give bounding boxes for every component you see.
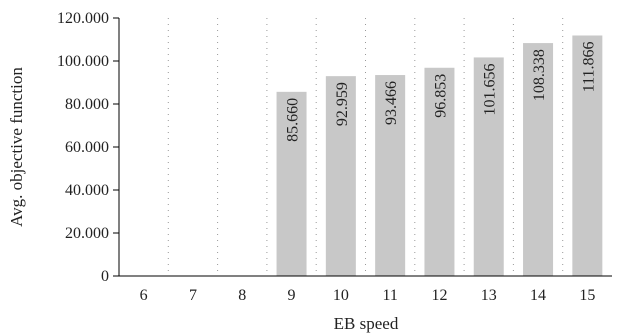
vertical-gridlines	[167, 18, 564, 276]
bar-value-label: 108.338	[531, 49, 548, 101]
x-tick-label: 11	[382, 287, 397, 304]
bar-value-label: 101.656	[482, 63, 499, 115]
y-tick-label: 80.000	[65, 96, 109, 113]
x-tick-label: 13	[481, 287, 497, 304]
y-tick-label: 20.000	[65, 225, 109, 242]
x-tick-label: 10	[333, 287, 349, 304]
x-tick-label: 7	[189, 287, 197, 304]
bar-11	[375, 75, 406, 277]
y-axis-title: Avg. objective function	[7, 67, 26, 227]
x-tick-label: 9	[288, 287, 296, 304]
bar-15	[572, 35, 603, 276]
x-axis-ticks: 6 7 8 9 10 11 12 13 14 15	[140, 287, 596, 304]
x-tick-label: 6	[140, 287, 148, 304]
x-tick-label: 12	[431, 287, 447, 304]
bar-value-label: 92.959	[334, 82, 351, 126]
bar-13	[473, 57, 504, 276]
y-tick-label: 60.000	[65, 139, 109, 156]
bar-value-label: 111.866	[580, 41, 597, 92]
y-tick-label: 120.000	[57, 10, 109, 27]
y-tick-label: 100.000	[57, 53, 109, 70]
bar-value-labels: 85.660 92.959 93.466 96.853 101.656 108.338 11…	[285, 41, 598, 141]
y-axis-ticks: 0 20.000 40.000 60.000 80.000 100.000 120.000	[57, 10, 119, 285]
x-tick-label: 15	[579, 287, 595, 304]
bar-10	[325, 76, 356, 276]
x-tick-label: 8	[238, 287, 246, 304]
y-tick-label: 0	[101, 268, 109, 285]
x-tick-label: 14	[530, 287, 546, 304]
bar-14	[523, 43, 554, 276]
x-axis-title: EB speed	[334, 314, 399, 333]
bar-value-label: 93.466	[383, 81, 400, 125]
bar-9	[276, 91, 307, 277]
bar-value-label: 96.853	[432, 74, 449, 118]
y-tick-label: 40.000	[65, 182, 109, 199]
bars	[276, 35, 603, 277]
bar-12	[424, 67, 455, 276]
bar-value-label: 85.660	[285, 98, 302, 142]
